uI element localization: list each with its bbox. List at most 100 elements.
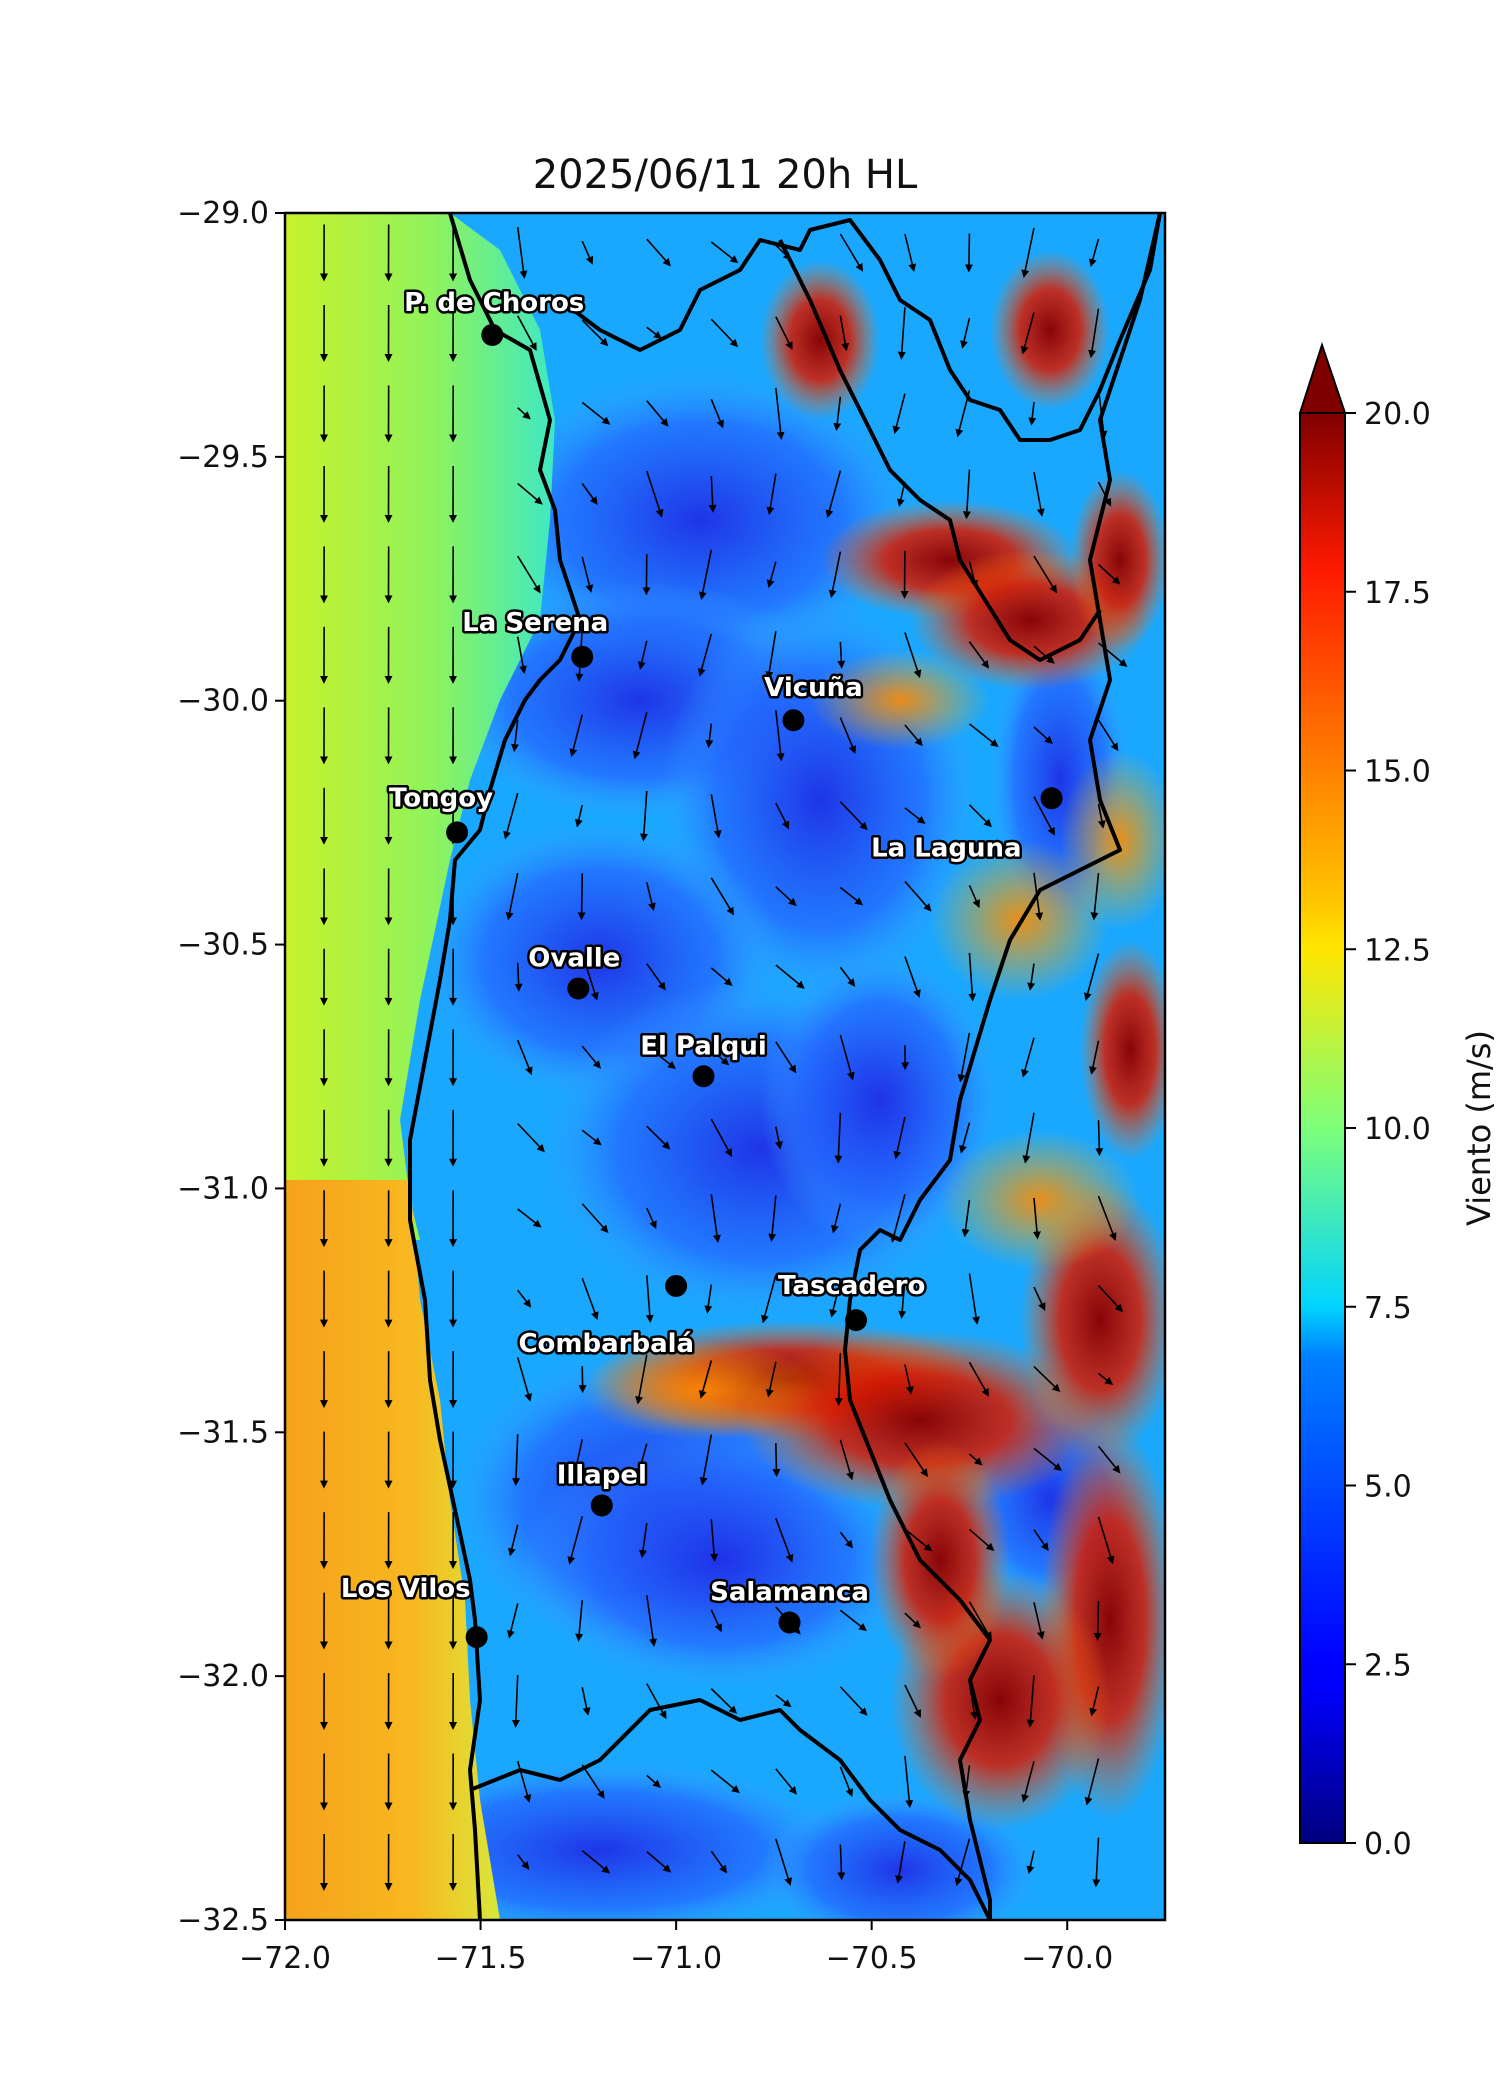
wind-arrow xyxy=(581,1687,591,1716)
wind-arrow xyxy=(1033,471,1045,517)
y-tick-label: −30.5 xyxy=(177,928,269,963)
city-marker: Illapel xyxy=(554,1458,649,1517)
wind-arrow xyxy=(968,641,990,669)
wind-arrow xyxy=(1090,873,1100,921)
wind-arrow xyxy=(581,1129,602,1146)
wind-arrow xyxy=(581,319,609,347)
wind-arrow xyxy=(834,1112,843,1164)
wind-arrow xyxy=(829,1280,842,1318)
colorbar-label: Viento (m/s) xyxy=(1460,1030,1498,1226)
wind-arrow xyxy=(955,390,971,438)
colorbar-tick-label: 20.0 xyxy=(1364,397,1431,432)
map-frame xyxy=(283,211,1167,1922)
wind-arrow xyxy=(646,326,662,340)
wind-arrow xyxy=(710,1609,722,1633)
wind-arrow xyxy=(710,1194,721,1244)
wind-arrow xyxy=(775,1518,794,1563)
city-dot xyxy=(590,1494,613,1517)
city-marker: Tongoy xyxy=(387,781,496,844)
wind-arrow xyxy=(775,387,785,441)
wind-arrow xyxy=(1095,1120,1104,1157)
wind-arrow xyxy=(904,1755,914,1809)
wind-arrow xyxy=(581,401,611,425)
wind-arrow xyxy=(704,1284,713,1314)
city-label: Vicuña xyxy=(764,673,863,703)
wind-arrow xyxy=(1088,308,1100,359)
city-marker: Combarbalá xyxy=(516,1274,697,1361)
city-marker: Tascadero xyxy=(776,1269,928,1332)
city-label: Los Vilos xyxy=(341,1574,471,1604)
wind-field-orange-area xyxy=(940,1130,1140,1270)
vicuna-valley-line xyxy=(778,239,1102,662)
wind-arrow xyxy=(645,1275,654,1323)
wind-arrow xyxy=(968,1683,979,1720)
wind-field-red-area xyxy=(740,1330,1100,1510)
wind-arrow xyxy=(710,1769,740,1794)
wind-arrow xyxy=(708,475,717,513)
wind-arrow xyxy=(968,1361,989,1397)
city-label: Tongoy xyxy=(389,783,493,813)
wind-arrow xyxy=(505,872,519,921)
wind-arrow xyxy=(968,1528,995,1552)
wind-arrow xyxy=(1033,726,1053,745)
wind-arrow xyxy=(960,317,971,349)
wind-arrow xyxy=(1033,1366,1061,1393)
wind-arrow xyxy=(904,724,923,747)
colorbar-tick-label: 17.5 xyxy=(1364,576,1431,611)
wind-arrow xyxy=(1021,227,1035,279)
wind-arrow xyxy=(1092,1837,1101,1888)
wind-arrow xyxy=(1021,1761,1035,1803)
wind-field-red-area xyxy=(760,260,880,420)
wind-arrow xyxy=(581,556,594,593)
wind-arrow xyxy=(959,1122,971,1154)
wind-arrow xyxy=(646,882,656,912)
wind-arrow xyxy=(646,1207,657,1230)
y-tick-label: −29.0 xyxy=(177,196,269,231)
wind-arrow xyxy=(646,400,669,427)
wind-arrow xyxy=(1089,1040,1100,1075)
wind-field-orange-area xyxy=(810,650,990,750)
colorbar-tick-label: 12.5 xyxy=(1364,933,1431,968)
wind-arrow xyxy=(839,1034,855,1081)
colorbar: 0.0 2.5 5.0 7.5 10.0 12.5 15.0 17.5 20.0 Viento … xyxy=(1298,341,1498,1862)
wind-arrow xyxy=(775,802,790,830)
wind-arrow xyxy=(639,1522,648,1559)
ocean-south xyxy=(285,1180,500,1920)
wind-arrow xyxy=(904,1364,914,1395)
wind-arrow xyxy=(646,1774,661,1788)
wind-arrow xyxy=(1097,388,1108,439)
wind-arrow xyxy=(775,1694,792,1708)
ocean-north xyxy=(285,213,555,1240)
wind-arrow xyxy=(766,561,777,589)
wind-arrow xyxy=(581,240,594,265)
city-marker: La Serena xyxy=(460,605,611,668)
city-label: El Palqui xyxy=(640,1031,767,1061)
wind-arrow xyxy=(512,1434,521,1487)
wind-arrow xyxy=(962,1765,971,1799)
wind-arrow xyxy=(1097,719,1119,752)
wind-arrow xyxy=(567,1516,584,1565)
wind-arrow xyxy=(511,1675,520,1728)
city-dot xyxy=(481,323,504,346)
wind-arrow xyxy=(705,723,714,749)
wind-arrow xyxy=(968,1601,992,1641)
wind-arrow xyxy=(904,1528,933,1552)
colorbar-tick-label: 15.0 xyxy=(1364,755,1431,790)
wind-arrow xyxy=(839,886,864,906)
wind-arrow xyxy=(510,719,519,753)
colorbar-tick-label: 2.5 xyxy=(1364,1648,1412,1683)
wind-arrow xyxy=(1097,1285,1123,1313)
wind-arrow xyxy=(516,636,527,675)
wind-arrow xyxy=(961,1200,971,1238)
city-label: P. de Choros xyxy=(404,288,584,318)
wind-arrow xyxy=(896,481,906,508)
wind-arrow xyxy=(775,316,793,351)
wind-arrow xyxy=(775,1041,797,1074)
wind-arrow xyxy=(1089,1686,1100,1717)
wind-arrow xyxy=(968,1273,980,1325)
wind-arrow xyxy=(839,801,868,831)
colorbar-gradient xyxy=(1299,412,1346,1844)
wind-arrow xyxy=(904,632,922,679)
wind-arrow xyxy=(897,307,906,360)
wind-arrow xyxy=(904,1612,921,1629)
